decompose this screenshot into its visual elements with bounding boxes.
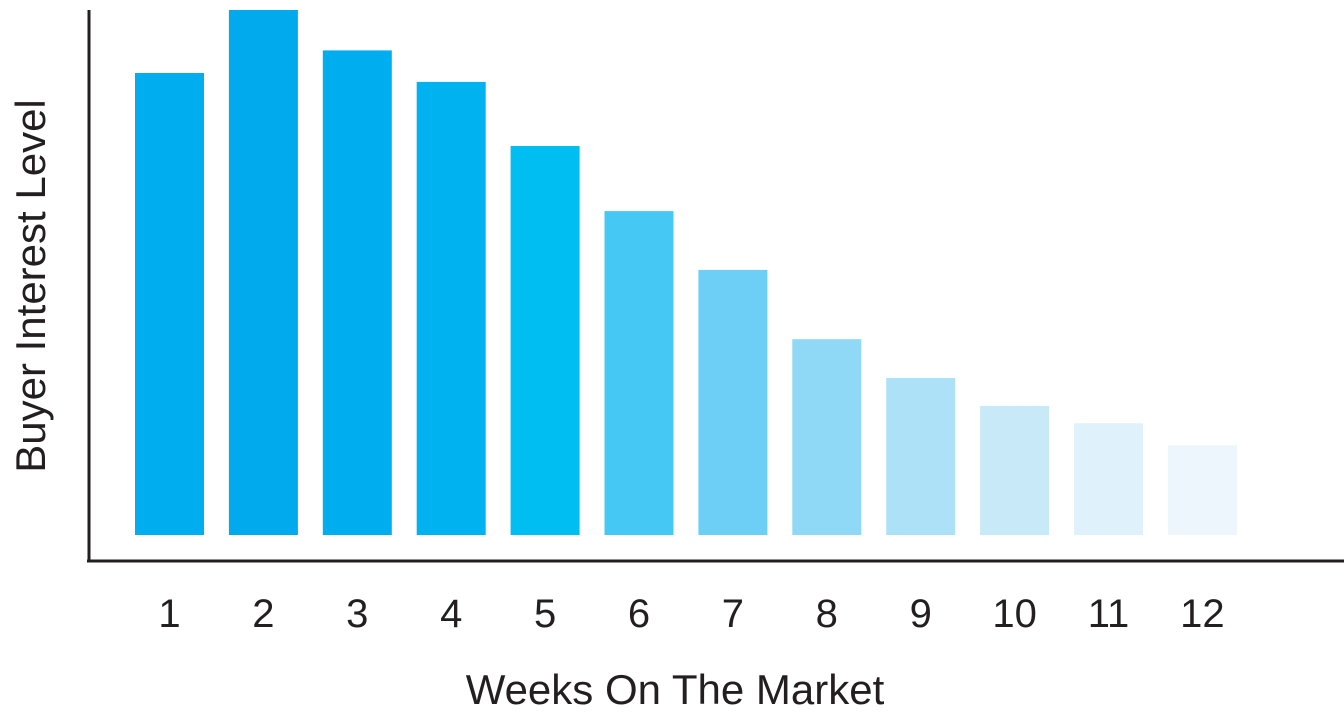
bars-group [135, 10, 1237, 536]
x-tick-labels: 1 2 3 4 5 6 7 8 9 10 11 12 [158, 592, 1224, 636]
x-tick-label-10: 10 [992, 592, 1037, 636]
x-tick-label-4: 4 [440, 592, 462, 636]
x-tick-label-5: 5 [534, 592, 556, 636]
bar-week-4 [416, 81, 486, 536]
bar-week-3 [322, 50, 392, 536]
x-axis-title: Weeks On The Market [466, 666, 885, 712]
x-tick-label-11: 11 [1088, 592, 1130, 636]
bar-week-1 [135, 73, 204, 535]
bar-week-6 [604, 211, 674, 535]
y-axis-title: Buyer Interest Level [7, 99, 54, 473]
bar-week-9 [886, 378, 956, 535]
bar-week-5 [510, 146, 580, 535]
bar-week-12 [1167, 445, 1237, 535]
bar-week-2 [228, 10, 298, 535]
x-tick-label-12: 12 [1180, 592, 1225, 636]
bar-week-8 [792, 339, 862, 535]
x-tick-label-9: 9 [910, 592, 932, 636]
x-tick-label-8: 8 [816, 592, 838, 636]
x-tick-label-3: 3 [346, 592, 368, 636]
bar-week-10 [980, 405, 1050, 536]
bar-week-11 [1074, 423, 1143, 535]
x-tick-label-1: 1 [158, 592, 180, 636]
x-tick-label-2: 2 [252, 592, 274, 636]
x-tick-label-6: 6 [628, 592, 650, 636]
x-tick-label-7: 7 [722, 592, 744, 636]
bar-week-7 [698, 269, 768, 535]
